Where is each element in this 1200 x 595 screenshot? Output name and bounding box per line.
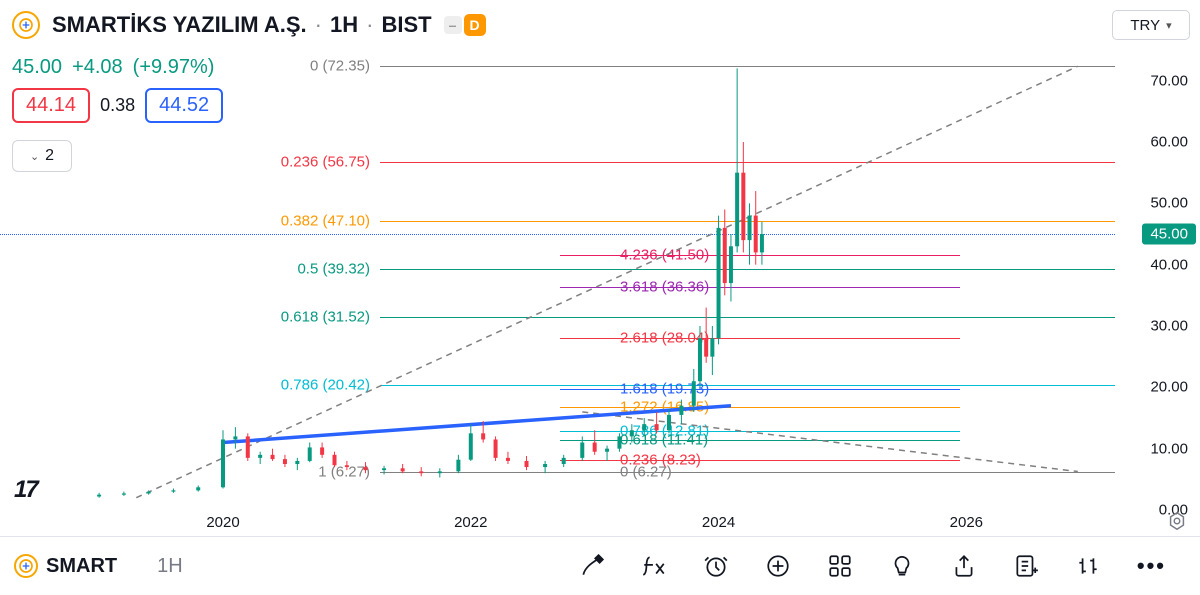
dash-badge: – (444, 16, 462, 34)
fib-label: 0.5 (39.32) (297, 260, 370, 277)
chart-pane[interactable]: 0 (72.35) 0.236 (56.75) 0.382 (47.10) 0.5 (… (0, 50, 1200, 536)
y-axis[interactable]: 0.0010.0020.0030.0040.0050.0060.0070.004… (1115, 50, 1200, 510)
fib-label: 1 (6.27) (318, 463, 370, 480)
delay-badge[interactable]: D (464, 14, 486, 36)
x-tick: 2020 (206, 514, 239, 531)
function-icon[interactable] (641, 553, 667, 579)
fib-ext-label: 0.618 (11.41) (620, 432, 708, 449)
x-tick: 2026 (950, 514, 983, 531)
fib-level[interactable] (380, 385, 1115, 386)
bottom-timeframe[interactable]: 1H (157, 555, 183, 578)
idea-icon[interactable] (889, 553, 915, 579)
fib-ext-label: 2.618 (28.04) (620, 330, 709, 347)
sep: · (366, 12, 373, 38)
y-tick: 50.00 (1150, 195, 1188, 212)
exchange: BIST (381, 12, 431, 38)
interval[interactable]: 1H (330, 12, 358, 38)
fib-label: 0.382 (47.10) (281, 213, 370, 230)
y-tick: 70.00 (1150, 72, 1188, 89)
settings-icon[interactable] (1166, 510, 1188, 532)
fib-label: 0.786 (20.42) (281, 376, 370, 393)
symbol-logo[interactable] (12, 11, 40, 39)
bottom-toolbar: SMART 1H ••• (0, 536, 1200, 595)
share-icon[interactable] (951, 553, 977, 579)
layout-icon[interactable] (827, 553, 853, 579)
y-tick: 30.00 (1150, 318, 1188, 335)
x-tick: 2022 (454, 514, 487, 531)
fib-level[interactable] (380, 221, 1115, 222)
fib-level[interactable] (380, 162, 1115, 163)
symbol-name[interactable]: SMARTİKS YAZILIM A.Ş. (52, 12, 307, 38)
chevron-down-icon: ▾ (1166, 19, 1172, 32)
y-tick: 10.00 (1150, 440, 1188, 457)
bottom-symbol[interactable]: SMART (14, 554, 117, 578)
draw-icon[interactable] (579, 553, 605, 579)
y-tick: 20.00 (1150, 379, 1188, 396)
currency-select[interactable]: TRY ▾ (1112, 10, 1190, 40)
fib-level[interactable] (380, 66, 1115, 67)
note-icon[interactable] (1013, 553, 1039, 579)
tradingview-logo: ‎17 (14, 476, 33, 504)
fib-label: 0.236 (56.75) (281, 153, 370, 170)
fib-ext-label: 0 (6.27) (620, 463, 672, 480)
y-tick: 60.00 (1150, 134, 1188, 151)
chart-type-icon[interactable] (1075, 553, 1101, 579)
fib-label: 0 (72.35) (310, 58, 370, 75)
y-tick: 40.00 (1150, 256, 1188, 273)
fib-ext-label: 4.236 (41.50) (620, 247, 709, 264)
more-icon[interactable]: ••• (1137, 553, 1166, 579)
fib-level[interactable] (380, 317, 1115, 318)
alert-icon[interactable] (703, 553, 729, 579)
x-axis[interactable]: 2020 2022 2024 2026 (0, 510, 1115, 536)
price-marker: 45.00 (1142, 224, 1196, 245)
sep: · (315, 12, 322, 38)
fib-level[interactable] (380, 269, 1115, 270)
fib-label: 0.618 (31.52) (281, 308, 370, 325)
fib-ext-label: 1.272 (16.85) (620, 398, 709, 415)
x-tick: 2024 (702, 514, 735, 531)
fib-ext-label: 3.618 (36.36) (620, 278, 709, 295)
fib-ext-label: 1.618 (19.73) (620, 380, 709, 397)
add-icon[interactable] (765, 553, 791, 579)
